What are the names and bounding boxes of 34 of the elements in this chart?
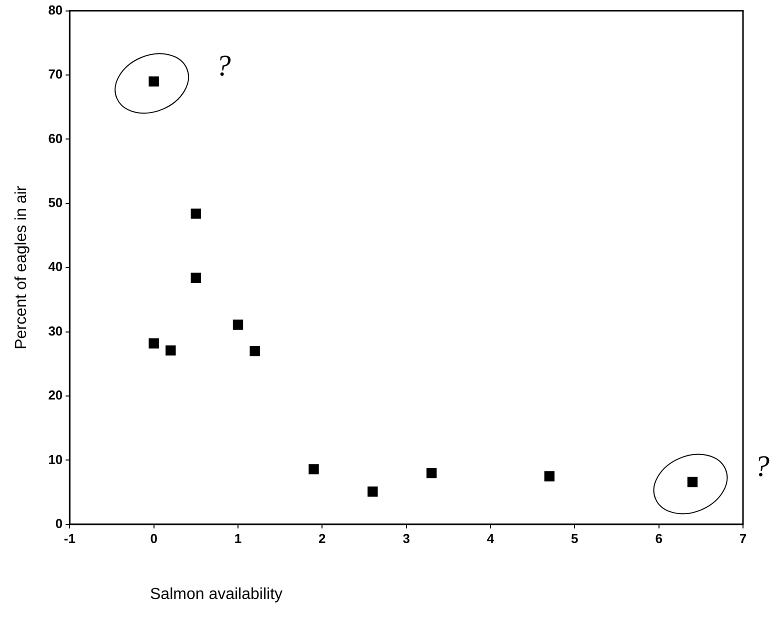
x-tick-label: 4: [486, 530, 495, 546]
point: [426, 468, 437, 478]
y-tick-label: 70: [48, 66, 63, 82]
annotation: ?: [216, 49, 231, 82]
annotation: ?: [754, 450, 770, 483]
y-tick-label: 30: [48, 323, 63, 338]
point: [148, 338, 159, 348]
x-tick-label: 0: [150, 530, 158, 546]
point: [544, 471, 555, 482]
point: [190, 208, 202, 219]
x-tick-label: 3: [402, 530, 410, 546]
point: [687, 476, 698, 488]
x-tick-label: 5: [571, 530, 578, 546]
x-tick-label: -1: [64, 530, 76, 546]
y-tick-label: 40: [48, 259, 63, 274]
y-tick-label: 10: [48, 452, 63, 467]
point: [148, 76, 159, 87]
y-tick-label: 20: [48, 388, 63, 403]
point: [308, 464, 319, 474]
y-tick-label: 60: [48, 130, 63, 146]
point: [232, 320, 244, 330]
x-tick-label: 2: [318, 530, 326, 546]
point: [166, 345, 176, 356]
point: [250, 346, 260, 356]
x-tick-label: 7: [739, 530, 747, 546]
x-tick-label: 1: [234, 530, 242, 546]
y-tick-label: 50: [48, 194, 63, 210]
point: [190, 272, 202, 283]
point: [368, 486, 378, 497]
y-axis-title: Percent of eagles in air: [13, 185, 30, 350]
y-tick-label: 0: [55, 516, 63, 531]
x-tick-label: 6: [655, 530, 662, 546]
x-axis-title: Salmon availability: [150, 586, 283, 604]
y-tick-label: 80: [48, 2, 63, 18]
